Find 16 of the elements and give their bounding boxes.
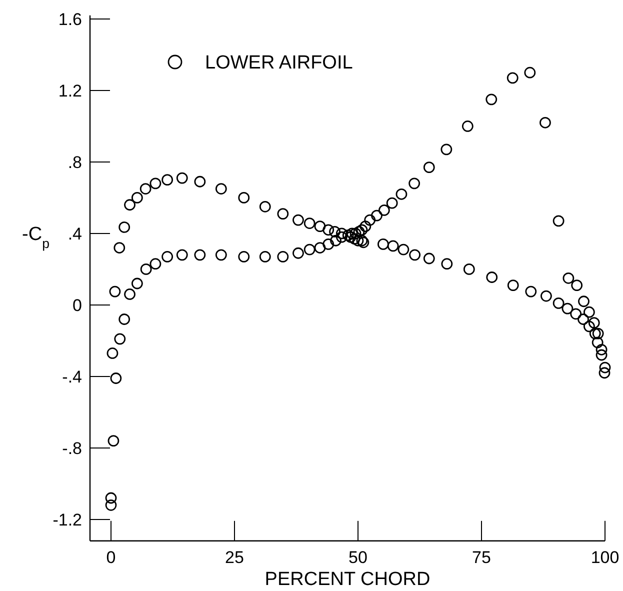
y-tick-label: 1.6 — [58, 10, 82, 29]
y-tick-label: -1.2 — [52, 510, 82, 530]
y-tick-label: .4 — [68, 224, 82, 244]
y-tick-label: 0 — [72, 296, 82, 315]
y-tick-label: -.8 — [62, 438, 82, 458]
y-tick-label: 1.2 — [58, 81, 82, 100]
y-tick-label: -.4 — [62, 367, 82, 386]
x-axis-title: PERCENT CHORD — [264, 568, 430, 590]
y-tick-label: .8 — [68, 152, 82, 172]
x-tick-label: 100 — [590, 548, 620, 567]
legend-label: LOWER AIRFOIL — [205, 52, 353, 74]
x-tick-label: 75 — [472, 548, 491, 567]
x-tick-label: 50 — [348, 548, 368, 567]
x-tick-label: 25 — [225, 548, 244, 567]
y-axis-title: -C$_{p}$ — [22, 224, 50, 251]
x-tick-label: 0 — [106, 548, 116, 567]
